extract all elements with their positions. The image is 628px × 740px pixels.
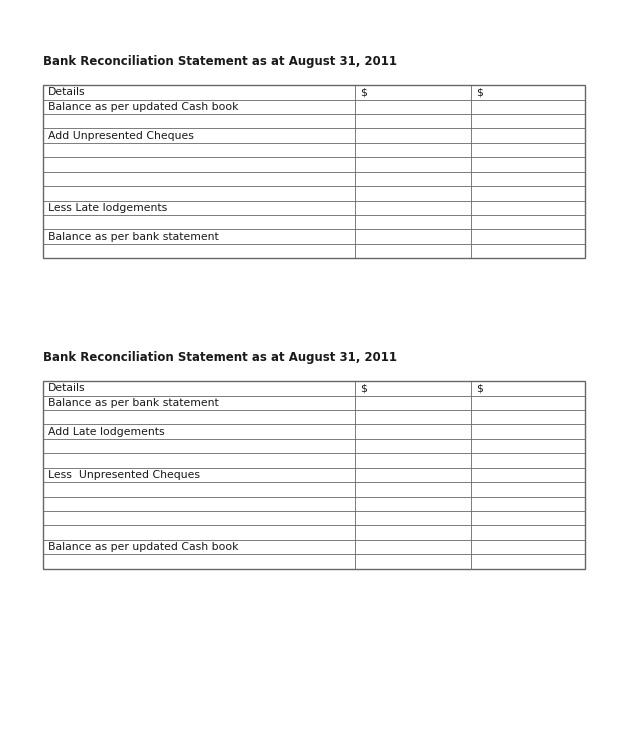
Text: $: $ [360, 383, 367, 394]
Text: Add Unpresented Cheques: Add Unpresented Cheques [48, 130, 193, 141]
Bar [43, 85, 585, 258]
Text: Bank Reconciliation Statement as at August 31, 2011: Bank Reconciliation Statement as at Augu… [43, 351, 397, 364]
Text: Details: Details [48, 383, 85, 394]
Text: Less  Unpresented Cheques: Less Unpresented Cheques [48, 470, 200, 480]
Text: $: $ [477, 383, 484, 394]
Bar [43, 381, 585, 568]
Text: Less Late lodgements: Less Late lodgements [48, 203, 167, 213]
Text: $: $ [360, 87, 367, 98]
Text: Balance as per bank statement: Balance as per bank statement [48, 397, 219, 408]
Text: Balance as per updated Cash book: Balance as per updated Cash book [48, 542, 238, 552]
Text: Balance as per bank statement: Balance as per bank statement [48, 232, 219, 242]
Text: $: $ [477, 87, 484, 98]
Text: Details: Details [48, 87, 85, 98]
Text: Bank Reconciliation Statement as at August 31, 2011: Bank Reconciliation Statement as at Augu… [43, 55, 397, 68]
Text: Balance as per updated Cash book: Balance as per updated Cash book [48, 101, 238, 112]
Text: Add Late lodgements: Add Late lodgements [48, 426, 165, 437]
